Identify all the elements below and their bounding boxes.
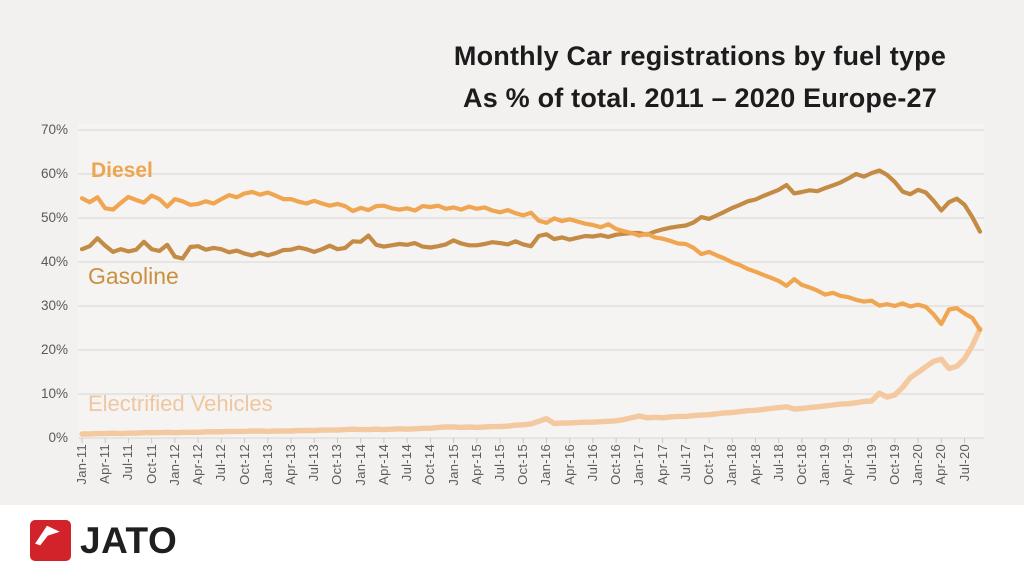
jato-arrow-icon (30, 519, 71, 561)
x-tick-label: Jul-14 (399, 444, 415, 482)
x-tick-label: Jan-14 (352, 444, 368, 486)
x-tick-label: Oct-16 (608, 444, 624, 485)
y-tick-label: 70% (40, 122, 68, 137)
x-tick-label: Jan-20 (910, 444, 926, 486)
x-tick-label: Jan-16 (538, 444, 554, 486)
series-label-electrified-vehicles: Electrified Vehicles (88, 391, 273, 416)
x-tick-label: Jul-12 (213, 444, 229, 482)
x-tick-label: Oct-19 (886, 444, 902, 485)
x-tick-label: Oct-15 (515, 444, 531, 485)
x-tick-label: Jul-11 (120, 444, 136, 481)
x-tick-label: Apr-20 (933, 444, 949, 485)
x-tick-label: Apr-11 (97, 444, 113, 484)
x-tick-label: Jan-19 (817, 444, 833, 486)
plot-area (78, 124, 984, 438)
x-tick-label: Apr-12 (190, 444, 206, 485)
y-tick-label: 50% (40, 210, 68, 225)
line-chart (78, 129, 984, 443)
brand-logo: JATO (30, 519, 177, 561)
x-tick-label: Jan-13 (259, 444, 275, 486)
y-tick-label: 10% (40, 386, 68, 401)
y-tick-label: 0% (48, 430, 68, 445)
x-tick-label: Apr-16 (561, 444, 577, 485)
y-tick-label: 30% (40, 298, 68, 313)
x-tick-label: Jan-15 (445, 444, 461, 486)
jato-arrow-glyph (35, 525, 60, 546)
x-tick-label: Oct-13 (329, 444, 345, 485)
series-label-gasoline: Gasoline (88, 263, 179, 289)
y-tick-label: 60% (40, 166, 68, 181)
series-line-electrified-vehicles (79, 326, 983, 437)
x-tick-label: Apr-19 (840, 444, 856, 485)
x-tick-label: Oct-12 (236, 444, 252, 485)
chart-title: Monthly Car registrations by fuel type A… (388, 36, 1012, 120)
x-tick-label: Apr-15 (468, 444, 484, 485)
x-tick-label: Jul-13 (306, 444, 322, 482)
x-tick-label: Apr-17 (654, 444, 670, 485)
x-tick-label: Apr-13 (283, 444, 299, 485)
x-tick-label: Jan-12 (166, 444, 182, 486)
chart-title-line1: Monthly Car registrations by fuel type (453, 41, 947, 71)
x-tick-label: Oct-18 (793, 444, 809, 485)
x-tick-label: Jul-20 (956, 444, 972, 482)
x-tick-label: Jul-16 (584, 444, 600, 482)
x-tick-label: Jul-15 (492, 444, 508, 482)
x-tick-label: Oct-17 (701, 444, 717, 485)
x-tick-label: Jan-11 (74, 444, 89, 485)
series-line-gasoline (79, 168, 983, 261)
x-tick-label: Jul-18 (770, 444, 786, 482)
x-tick-label: Oct-14 (422, 444, 438, 485)
x-tick-label: Apr-14 (375, 444, 391, 485)
x-tick-label: Oct-11 (143, 444, 159, 484)
chart-title-line2: As % of total. 2011 – 2020 Europe-27 (463, 82, 937, 113)
y-tick-label: 40% (40, 254, 68, 269)
x-tick-label: Jul-17 (677, 444, 693, 482)
series-label-diesel: Diesel (91, 159, 153, 182)
y-tick-label: 20% (40, 342, 68, 357)
series-line-diesel (79, 189, 983, 332)
footer-bar: JATO (0, 505, 1024, 576)
x-tick-label: Apr-18 (747, 444, 763, 485)
x-tick-label: Jan-17 (631, 444, 647, 486)
x-tick-label: Jan-18 (724, 444, 740, 486)
x-tick-label: Jul-19 (863, 444, 879, 482)
brand-name: JATO (80, 519, 178, 561)
